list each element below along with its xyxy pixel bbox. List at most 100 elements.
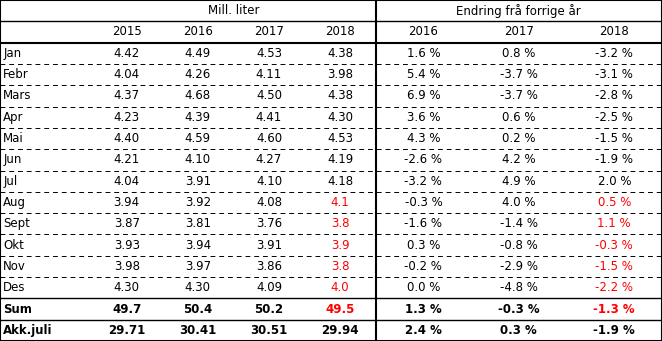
Text: -0.3 %: -0.3 %	[498, 302, 540, 315]
Text: 4.27: 4.27	[256, 153, 282, 166]
Text: 4.9 %: 4.9 %	[502, 175, 536, 188]
Text: 2018: 2018	[599, 26, 629, 39]
Text: 4.30: 4.30	[185, 281, 211, 294]
Text: 3.8: 3.8	[331, 260, 350, 273]
Text: 4.39: 4.39	[185, 111, 211, 124]
Text: 4.30: 4.30	[327, 111, 353, 124]
Text: Sept: Sept	[3, 217, 30, 230]
Text: 1.1 %: 1.1 %	[598, 217, 631, 230]
Text: 4.11: 4.11	[256, 68, 282, 81]
Text: 3.87: 3.87	[114, 217, 140, 230]
Text: 4.59: 4.59	[185, 132, 211, 145]
Text: -3.2 %: -3.2 %	[404, 175, 442, 188]
Text: -0.3 %: -0.3 %	[404, 196, 442, 209]
Text: -2.5 %: -2.5 %	[595, 111, 634, 124]
Text: 4.53: 4.53	[256, 47, 282, 60]
Text: 2017: 2017	[504, 26, 534, 39]
Text: 4.38: 4.38	[327, 47, 353, 60]
Text: 0.3 %: 0.3 %	[406, 239, 440, 252]
Text: Mill. liter: Mill. liter	[208, 4, 259, 17]
Text: 4.3 %: 4.3 %	[406, 132, 440, 145]
Text: 4.21: 4.21	[114, 153, 140, 166]
Text: -3.7 %: -3.7 %	[500, 89, 538, 102]
Text: 4.04: 4.04	[114, 175, 140, 188]
Text: 4.41: 4.41	[256, 111, 282, 124]
Text: 4.53: 4.53	[327, 132, 353, 145]
Text: 0.3 %: 0.3 %	[500, 324, 538, 337]
Text: Mars: Mars	[3, 89, 32, 102]
Text: 4.23: 4.23	[114, 111, 140, 124]
Text: 4.0: 4.0	[331, 281, 350, 294]
Text: 4.10: 4.10	[185, 153, 211, 166]
Text: -1.9 %: -1.9 %	[595, 153, 634, 166]
Text: 4.60: 4.60	[256, 132, 282, 145]
Text: -1.4 %: -1.4 %	[500, 217, 538, 230]
Text: 4.04: 4.04	[114, 68, 140, 81]
Text: 3.6 %: 3.6 %	[406, 111, 440, 124]
Text: 4.49: 4.49	[185, 47, 211, 60]
Text: 4.40: 4.40	[114, 132, 140, 145]
Text: 30.51: 30.51	[250, 324, 287, 337]
Text: 3.91: 3.91	[185, 175, 211, 188]
Text: 3.94: 3.94	[185, 239, 211, 252]
Text: -2.9 %: -2.9 %	[500, 260, 538, 273]
Text: 4.30: 4.30	[114, 281, 140, 294]
Text: -2.6 %: -2.6 %	[404, 153, 442, 166]
Text: -3.7 %: -3.7 %	[500, 68, 538, 81]
Text: Jul: Jul	[3, 175, 18, 188]
Text: 3.81: 3.81	[185, 217, 211, 230]
Text: 3.93: 3.93	[114, 239, 140, 252]
Text: 4.18: 4.18	[327, 175, 353, 188]
Text: 4.26: 4.26	[185, 68, 211, 81]
Text: 2015: 2015	[112, 26, 142, 39]
Text: 3.9: 3.9	[331, 239, 350, 252]
Text: -1.9 %: -1.9 %	[593, 324, 635, 337]
Text: 49.5: 49.5	[326, 302, 355, 315]
Text: -1.6 %: -1.6 %	[404, 217, 442, 230]
Text: 3.91: 3.91	[256, 239, 282, 252]
Text: 29.94: 29.94	[321, 324, 359, 337]
Text: Akk.juli: Akk.juli	[3, 324, 53, 337]
Text: Apr: Apr	[3, 111, 24, 124]
Text: Jan: Jan	[3, 47, 21, 60]
Text: 4.1: 4.1	[331, 196, 350, 209]
Text: 4.50: 4.50	[256, 89, 282, 102]
Text: -2.8 %: -2.8 %	[595, 89, 634, 102]
Text: -0.3 %: -0.3 %	[595, 239, 633, 252]
Text: 0.8 %: 0.8 %	[502, 47, 536, 60]
Text: -1.3 %: -1.3 %	[593, 302, 635, 315]
Text: 3.98: 3.98	[114, 260, 140, 273]
Text: 4.19: 4.19	[327, 153, 354, 166]
Text: 2018: 2018	[325, 26, 355, 39]
Text: 6.9 %: 6.9 %	[406, 89, 440, 102]
Text: -1.5 %: -1.5 %	[595, 132, 634, 145]
Text: 0.5 %: 0.5 %	[598, 196, 631, 209]
Text: -3.1 %: -3.1 %	[595, 68, 634, 81]
Text: -0.8 %: -0.8 %	[500, 239, 538, 252]
Text: Okt: Okt	[3, 239, 24, 252]
Text: 4.42: 4.42	[114, 47, 140, 60]
Text: 3.98: 3.98	[327, 68, 353, 81]
Text: 3.92: 3.92	[185, 196, 211, 209]
Text: -0.2 %: -0.2 %	[404, 260, 442, 273]
Text: 3.86: 3.86	[256, 260, 282, 273]
Text: -1.5 %: -1.5 %	[595, 260, 634, 273]
Text: 4.08: 4.08	[256, 196, 282, 209]
Text: -2.2 %: -2.2 %	[595, 281, 634, 294]
Text: Sum: Sum	[3, 302, 32, 315]
Text: Des: Des	[3, 281, 26, 294]
Text: 4.38: 4.38	[327, 89, 353, 102]
Text: 50.2: 50.2	[254, 302, 283, 315]
Text: Aug: Aug	[3, 196, 26, 209]
Text: 3.76: 3.76	[256, 217, 282, 230]
Text: -4.8 %: -4.8 %	[500, 281, 538, 294]
Text: 4.37: 4.37	[114, 89, 140, 102]
Text: 2.4 %: 2.4 %	[405, 324, 442, 337]
Text: 3.97: 3.97	[185, 260, 211, 273]
Text: Febr: Febr	[3, 68, 29, 81]
Text: 5.4 %: 5.4 %	[406, 68, 440, 81]
Text: 4.2 %: 4.2 %	[502, 153, 536, 166]
Text: 49.7: 49.7	[112, 302, 141, 315]
Text: Nov: Nov	[3, 260, 26, 273]
Text: 0.0 %: 0.0 %	[406, 281, 440, 294]
